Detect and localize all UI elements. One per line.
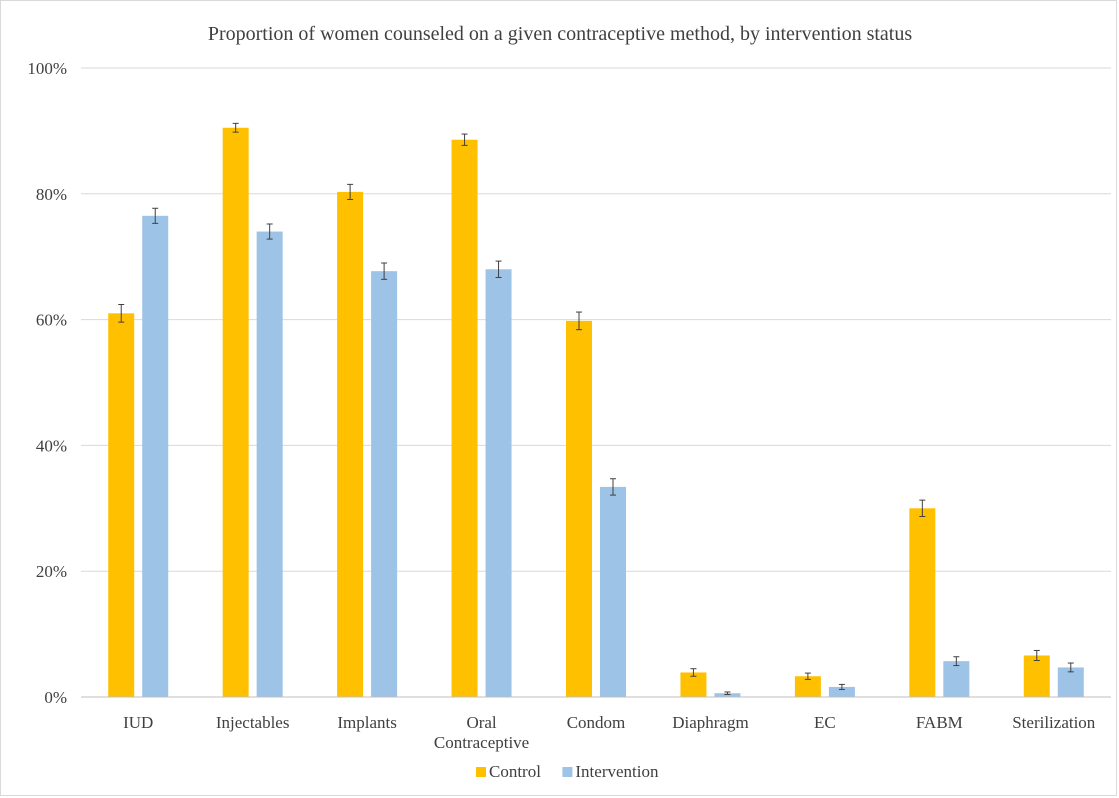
y-tick-label: 80% xyxy=(36,185,67,204)
bar-intervention xyxy=(828,686,855,697)
y-tick-label: 100% xyxy=(27,59,67,78)
x-category-label: EC xyxy=(814,713,836,732)
y-axis-tick-labels: 0% 20% 40% 60% 80% 100% xyxy=(27,59,67,707)
bar-intervention xyxy=(371,271,398,697)
x-category-label: Oral xyxy=(466,713,496,732)
bar-intervention xyxy=(600,486,626,697)
bar-intervention xyxy=(256,231,283,698)
bar-intervention xyxy=(485,269,512,697)
legend-swatch-intervention xyxy=(562,767,573,777)
x-category-label: Implants xyxy=(337,713,397,732)
legend-label-intervention: Intervention xyxy=(575,762,659,781)
bar-intervention xyxy=(1057,667,1084,697)
legend-swatch-control xyxy=(476,767,486,777)
bar-control xyxy=(909,508,936,697)
bar-control xyxy=(451,139,478,697)
x-category-label: Injectables xyxy=(216,713,290,732)
bar-control xyxy=(108,313,135,697)
chart-title: Proportion of women counseled on a given… xyxy=(208,23,912,45)
bar-control xyxy=(1023,655,1050,697)
legend: Control Intervention xyxy=(476,762,659,781)
legend-label-control: Control xyxy=(489,762,541,781)
bar-control xyxy=(794,676,821,697)
bar-control xyxy=(566,320,592,697)
y-tick-label: 60% xyxy=(36,311,67,330)
bars xyxy=(108,127,1084,698)
x-category-label: Sterilization xyxy=(1012,713,1096,732)
y-tick-label: 0% xyxy=(44,688,67,707)
x-category-label: Diaphragm xyxy=(672,713,748,732)
x-category-label: FABM xyxy=(916,713,963,732)
x-category-label: Condom xyxy=(567,713,626,732)
y-tick-label: 20% xyxy=(36,562,67,581)
bar-control xyxy=(337,191,364,697)
x-category-label: IUD xyxy=(123,713,153,732)
x-category-label: Contraceptive xyxy=(434,733,529,752)
bar-intervention xyxy=(714,693,741,697)
bar-intervention xyxy=(943,661,970,697)
bar-control xyxy=(222,127,249,697)
gridlines xyxy=(81,67,1111,572)
error-bars xyxy=(118,122,1074,695)
y-tick-label: 40% xyxy=(36,436,67,455)
bar-intervention xyxy=(142,215,169,697)
